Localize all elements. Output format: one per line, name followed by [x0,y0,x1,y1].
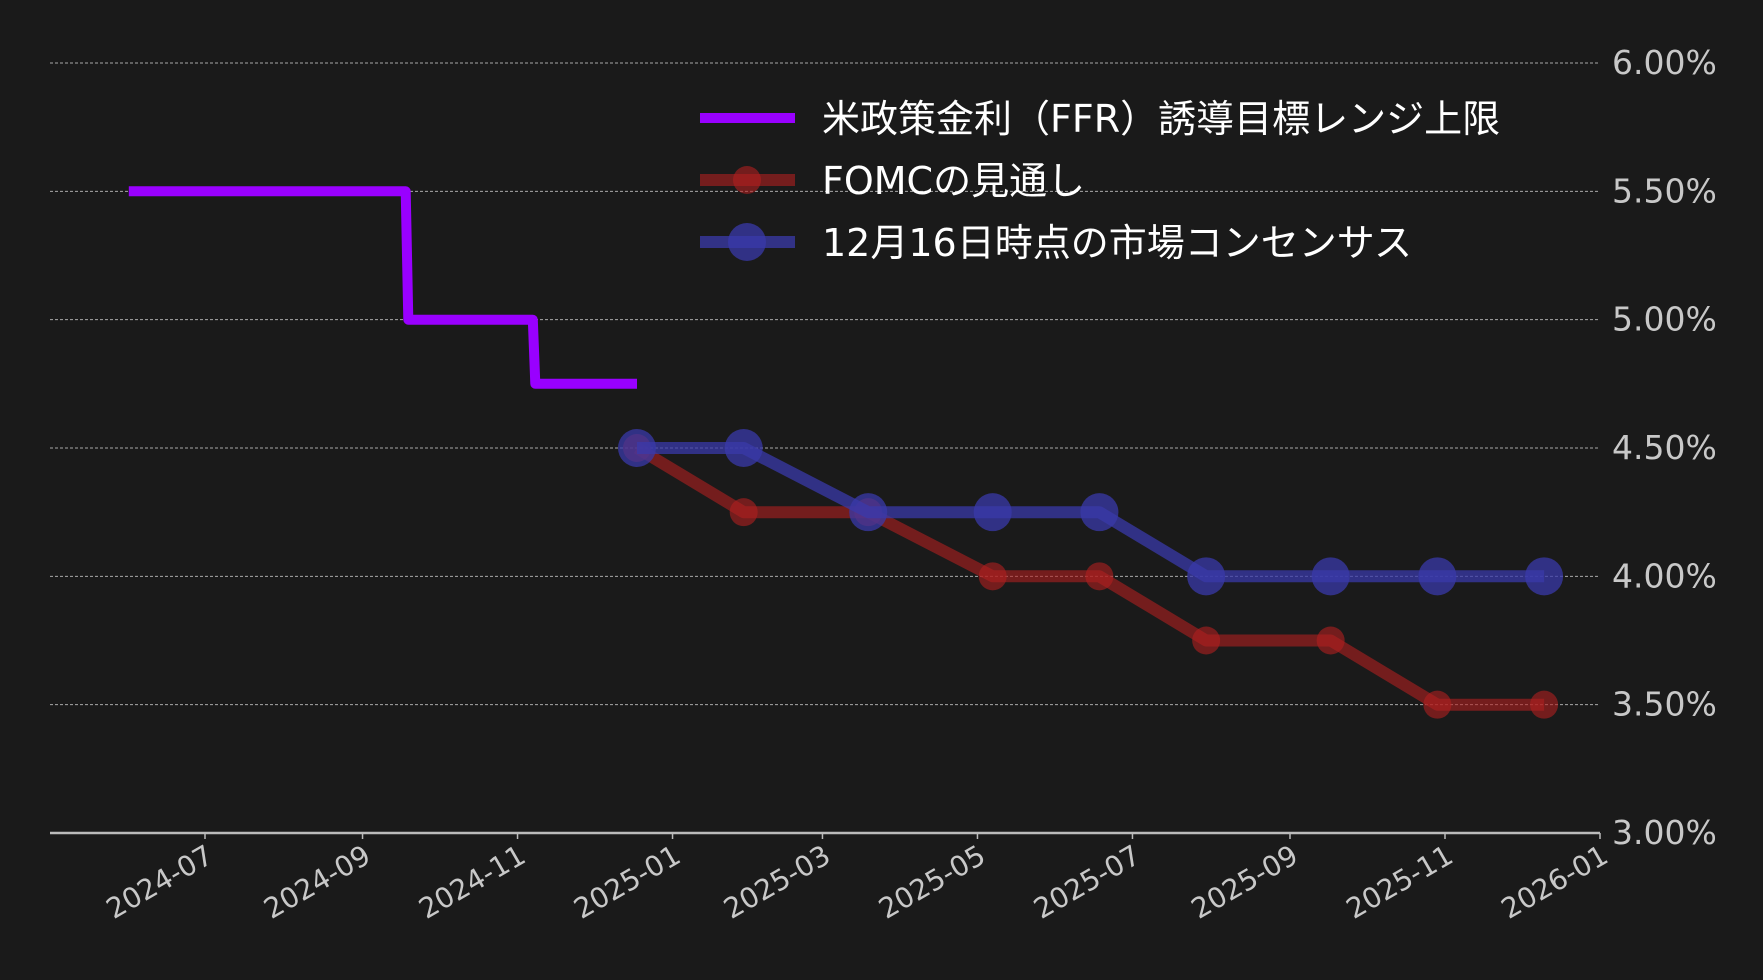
y-tick-label: 6.00% [1612,43,1717,82]
consensus-point [724,429,763,467]
fomc-point [1423,690,1452,719]
legend-marker-consensus [728,223,766,261]
legend-label: FOMCの見通し [822,159,1085,203]
y-tick-label: 4.00% [1612,556,1717,595]
consensus-point [1187,557,1226,596]
y-tick-label: 4.50% [1612,428,1717,467]
consensus-point [1311,557,1350,596]
fomc-point [978,562,1007,591]
legend-label: 12月16日時点の市場コンセンサス [822,221,1412,265]
y-tick-label: 3.50% [1612,685,1717,724]
ffr-step-line [128,186,637,389]
fomc-point [1530,690,1559,719]
series-layer [128,186,1564,719]
legend-marker-fomc [733,166,761,194]
consensus-point [1418,557,1457,596]
consensus-point [1525,557,1564,596]
consensus-point [617,429,656,467]
fomc-point [1316,626,1345,655]
y-tick-label: 5.50% [1612,171,1717,210]
y-tick-label: 3.00% [1612,813,1717,852]
fomc-point [1192,626,1221,655]
y-tick-label: 5.00% [1612,300,1717,339]
consensus-point [849,493,888,532]
fomc-point [1085,562,1114,591]
consensus-point [1080,493,1119,532]
legend: 米政策金利（FFR）誘導目標レンジ上限 FOMCの見通し 12月16日時点の市場コン… [700,97,1500,265]
fomc-point [729,498,758,527]
legend-label: 米政策金利（FFR）誘導目標レンジ上限 [822,97,1500,141]
consensus-point [973,493,1012,532]
